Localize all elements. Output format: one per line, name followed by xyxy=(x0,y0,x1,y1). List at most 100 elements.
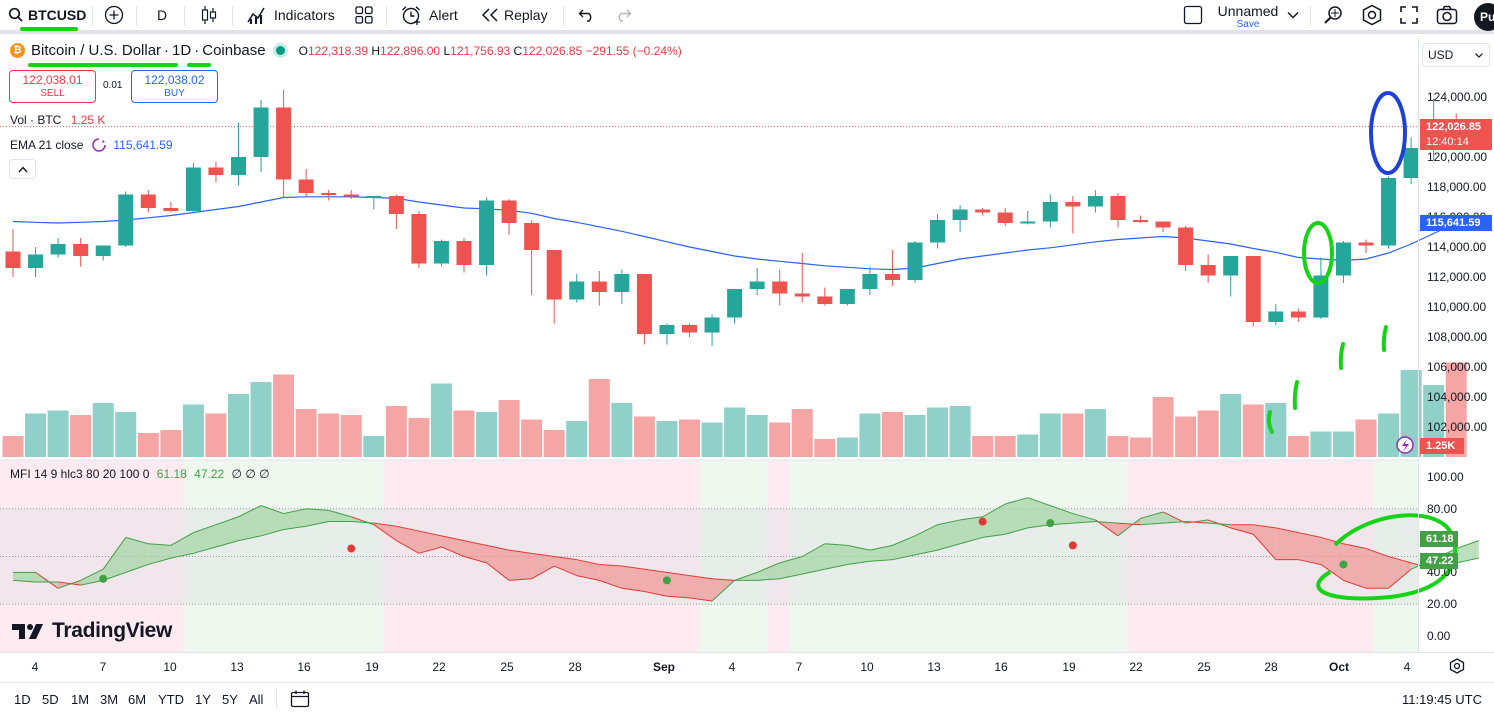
ema-legend[interactable]: EMA 21 close 115,641.59 xyxy=(10,138,173,152)
symbol-search-button[interactable]: BTCUSD xyxy=(8,0,86,30)
alert-button[interactable]: Alert xyxy=(400,0,458,30)
range-button-5y[interactable]: 5Y xyxy=(222,692,238,707)
range-button-3m[interactable]: 3M xyxy=(100,692,119,707)
time-tick-label: 13 xyxy=(230,660,244,674)
mfi-cloud-segment xyxy=(1253,524,1276,560)
price-tick-label: 108,000.00 xyxy=(1427,330,1488,344)
mfi-line-segment xyxy=(982,503,1006,518)
mfi-line-segment xyxy=(215,516,239,526)
mfi-cloud-segment xyxy=(1140,511,1164,525)
last-price-label: 122,026.85 xyxy=(1420,119,1492,135)
volume-legend[interactable]: Vol · BTC 1.25 K xyxy=(10,113,106,127)
tradingview-watermark[interactable]: TradingView xyxy=(12,619,172,643)
buy-label: BUY xyxy=(164,88,185,99)
top-toolbar: BTCUSD D Indicators Alert Replay xyxy=(0,0,1494,34)
symbol-description[interactable]: Bitcoin / U.S. Dollar xyxy=(31,42,162,59)
range-button-6m[interactable]: 6M xyxy=(128,692,147,707)
mfi-cloud-segment xyxy=(306,508,329,527)
candle xyxy=(1155,221,1171,232)
compare-symbol-button[interactable] xyxy=(104,0,124,30)
layout-checkbox[interactable] xyxy=(1183,0,1203,30)
redo-button[interactable] xyxy=(614,0,632,30)
goto-date-button[interactable] xyxy=(290,690,310,713)
range-button-1y[interactable]: 1Y xyxy=(195,692,211,707)
layout-name-button[interactable]: Unnamed Save xyxy=(1217,3,1279,30)
toolbar-divider xyxy=(232,6,233,26)
interval-button[interactable]: D xyxy=(157,7,168,23)
snapshot-button[interactable] xyxy=(1436,0,1458,30)
mfi-signal-segment xyxy=(712,578,735,581)
price-tick-label: 114,000.00 xyxy=(1427,240,1487,254)
range-button-1d[interactable]: 1D xyxy=(14,692,31,707)
sell-button[interactable]: 122,038.01 SELL xyxy=(9,70,96,103)
legend-exchange[interactable]: Coinbase xyxy=(202,42,266,59)
mfi-cross-dot xyxy=(1068,541,1077,550)
layout-menu-button[interactable] xyxy=(1287,0,1299,30)
candle-body xyxy=(546,250,562,300)
templates-button[interactable] xyxy=(355,0,373,30)
mfi-line-segment xyxy=(1095,519,1119,537)
undo-button[interactable] xyxy=(578,0,596,30)
candle-body xyxy=(614,274,630,292)
mfi-line-segment xyxy=(576,575,600,581)
currency-select[interactable]: USD xyxy=(1422,43,1490,67)
chart-type-button[interactable] xyxy=(200,0,218,30)
settings-button[interactable] xyxy=(1361,0,1383,30)
range-button-5d[interactable]: 5D xyxy=(42,692,59,707)
range-button-all[interactable]: All xyxy=(249,692,264,707)
candle xyxy=(839,289,855,306)
legend-interval[interactable]: 1D xyxy=(172,42,192,59)
quick-search-button[interactable] xyxy=(1323,0,1345,30)
axis-settings-button[interactable] xyxy=(1449,658,1465,679)
volume-bar xyxy=(205,413,227,457)
candle xyxy=(501,199,517,235)
green-circle-annotation xyxy=(1316,513,1458,601)
volume-bar xyxy=(476,412,498,457)
spread-value: 0.01 xyxy=(103,80,123,91)
utc-clock[interactable]: 11:19:45 UTC xyxy=(1402,692,1482,707)
chevron-down-icon xyxy=(1287,11,1299,19)
collapse-legend-button[interactable] xyxy=(9,159,36,179)
indicators-button[interactable]: Indicators xyxy=(247,0,335,30)
mfi-signal-segment xyxy=(193,546,217,554)
candle xyxy=(1290,308,1306,322)
plus-circle-icon xyxy=(104,5,124,25)
mfi-line-segment xyxy=(238,505,262,518)
time-tick-label: Oct xyxy=(1328,660,1350,674)
mfi-line-segment xyxy=(351,516,374,526)
volume-bar xyxy=(521,419,543,457)
mfi-line-segment xyxy=(892,535,916,546)
mfi-line-segment xyxy=(824,543,848,546)
replay-button[interactable]: Replay xyxy=(481,0,548,30)
mfi-line-segment xyxy=(914,524,938,537)
candle-body xyxy=(231,157,246,175)
mfi-line-segment xyxy=(1343,579,1367,589)
mfi-signal-segment xyxy=(260,528,284,537)
candle-body xyxy=(975,209,991,213)
buy-price: 122,038.02 xyxy=(144,73,205,87)
loading-icon xyxy=(92,138,107,152)
symbol-name: BTCUSD xyxy=(28,7,87,23)
range-button-1m[interactable]: 1M xyxy=(71,692,90,707)
candle-body xyxy=(276,107,292,180)
fullscreen-button[interactable] xyxy=(1400,0,1418,30)
mfi-line-segment xyxy=(1072,513,1096,521)
candle xyxy=(1223,256,1239,297)
time-axis-border xyxy=(0,652,1494,653)
candle-body xyxy=(73,244,89,256)
mfi-cloud-segment xyxy=(1072,513,1096,524)
low-value: 121,756.93 xyxy=(450,43,511,58)
candle-body xyxy=(1042,202,1058,222)
range-button-ytd[interactable]: YTD xyxy=(158,692,184,707)
buy-button[interactable]: 122,038.02 BUY xyxy=(131,70,218,103)
candle xyxy=(1313,257,1329,319)
candle xyxy=(704,314,720,346)
time-tick-label: 22 xyxy=(432,660,446,674)
volume-bar xyxy=(1197,410,1219,457)
mfi-legend[interactable]: MFI 14 9 hlc3 80 20 100 0 61.18 47.22 ∅ … xyxy=(10,467,270,481)
time-tick-label: 25 xyxy=(1197,660,1211,674)
mfi-line-segment xyxy=(1388,568,1412,589)
mfi-signal-segment xyxy=(58,581,81,586)
account-avatar[interactable]: Pu xyxy=(1474,3,1494,31)
